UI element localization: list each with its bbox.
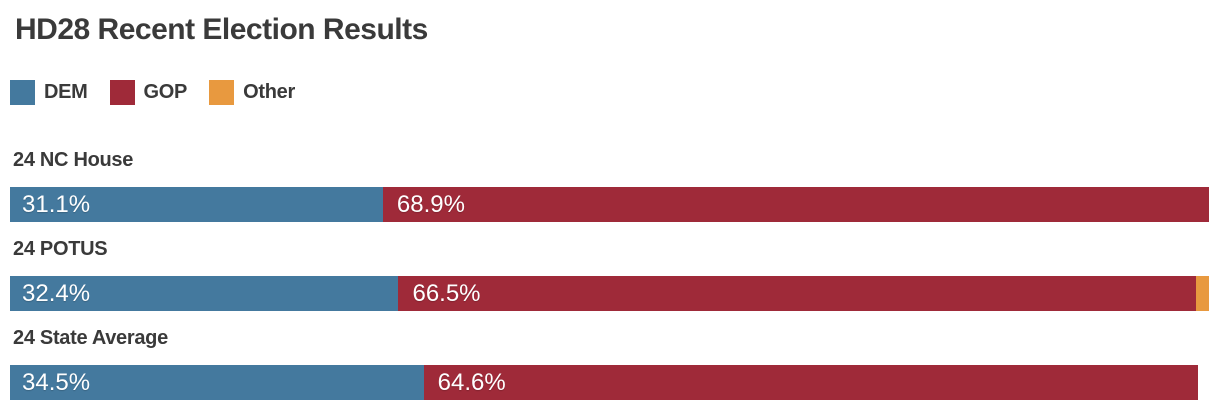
chart-row-state-average: 24 State Average 34.5% 64.6% [10,327,1209,400]
bar-segment-gop: 68.9% [382,187,1209,222]
legend-item-gop: GOP [109,80,188,105]
legend: DEM GOP Other [10,80,1209,105]
bar-segment-dem: 34.5% [10,365,424,400]
bar-segment-dem: 32.4% [10,276,399,311]
bar-value-dem: 34.5% [22,369,91,396]
bar-segment-dem: 31.1% [10,187,383,222]
bar-track: 31.1% 68.9% [10,187,1209,222]
bar-value-gop: 66.5% [412,280,481,307]
legend-item-dem: DEM [10,80,88,105]
bar-value-dem: 32.4% [22,280,91,307]
legend-label-gop: GOP [143,81,188,103]
row-label: 24 NC House [13,149,134,171]
gop-swatch-icon [109,80,135,105]
row-label: 24 State Average [13,327,168,349]
bar-value-gop: 68.9% [396,191,465,218]
legend-label-dem: DEM [44,81,88,103]
chart-title: HD28 Recent Election Results [15,13,428,46]
bar-segment-gop: 64.6% [423,365,1199,400]
other-swatch-icon [209,80,235,105]
bar-value-dem: 31.1% [22,191,91,218]
bar-track: 34.5% 64.6% [10,365,1209,400]
chart-row-potus: 24 POTUS 32.4% 66.5% [10,238,1209,311]
bar-segment-other [1195,276,1209,311]
chart-row-nc-house: 24 NC House 31.1% 68.9% [10,149,1209,222]
bar-segment-gop: 66.5% [398,276,1196,311]
legend-item-other: Other [209,80,295,105]
dem-swatch-icon [10,80,35,105]
legend-label-other: Other [243,81,295,103]
bar-value-gop: 64.6% [437,369,506,396]
row-label: 24 POTUS [13,238,108,260]
election-results-chart: HD28 Recent Election Results DEM GOP Oth… [10,13,1209,400]
bar-track: 32.4% 66.5% [10,276,1209,311]
